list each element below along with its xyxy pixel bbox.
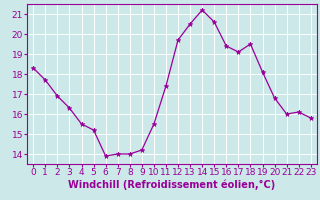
X-axis label: Windchill (Refroidissement éolien,°C): Windchill (Refroidissement éolien,°C) <box>68 180 276 190</box>
